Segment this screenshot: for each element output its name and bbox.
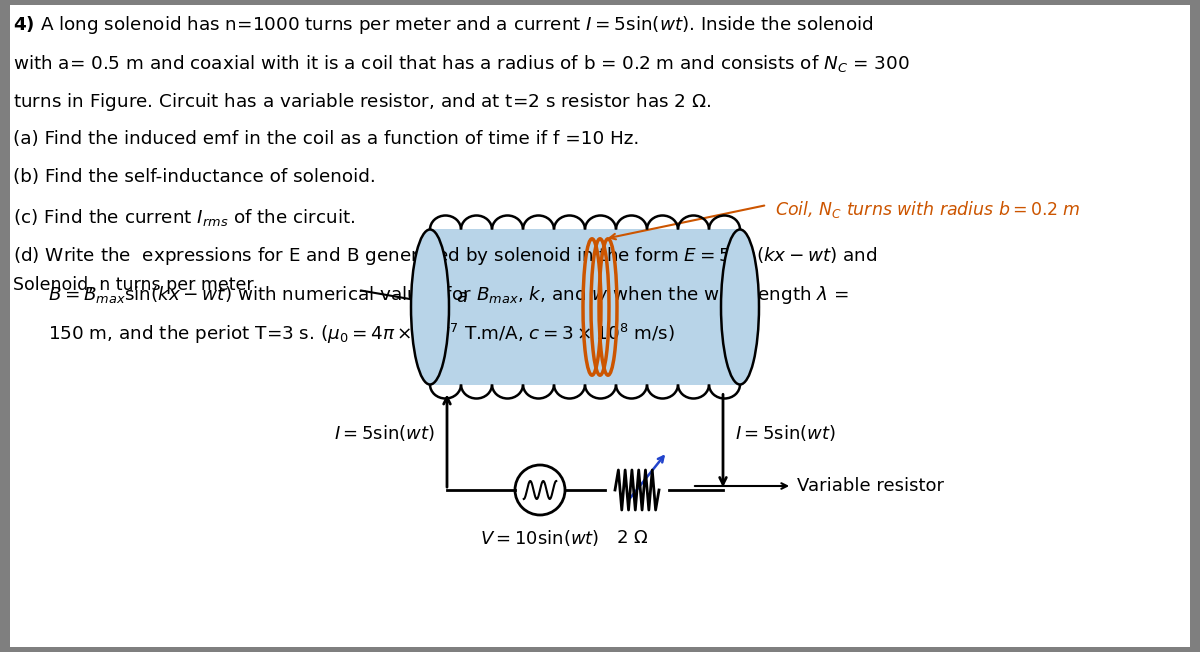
Text: (a) Find the induced emf in the coil as a function of time if f =10 Hz.: (a) Find the induced emf in the coil as … [13,130,640,147]
Ellipse shape [721,230,760,385]
Bar [430,230,740,385]
Text: turns in Figure. Circuit has a variable resistor, and at t=2 s resistor has 2 $\: turns in Figure. Circuit has a variable … [13,91,712,113]
Text: with a= 0.5 m and coaxial with it is a coil that has a radius of b = 0.2 m and c: with a= 0.5 m and coaxial with it is a c… [13,53,910,74]
Text: (c) Find the current $I_{rms}$ of the circuit.: (c) Find the current $I_{rms}$ of the ci… [13,207,355,228]
Text: $a$: $a$ [456,288,468,306]
Text: Variable resistor: Variable resistor [797,477,944,495]
Text: (d) Write the  expressions for E and B generated by solenoid in the form $E = 5\: (d) Write the expressions for E and B ge… [13,245,877,267]
Text: $\mathbf{4)}$ A long solenoid has n=1000 turns per meter and a current $I = 5\si: $\mathbf{4)}$ A long solenoid has n=1000… [13,14,874,36]
Text: $V = 10\sin(wt)$: $V = 10\sin(wt)$ [480,528,600,548]
Text: $B = B_{max}\sin(kx - wt)$ with numerical values for $B_{max}$, $k$, and $w$ whe: $B = B_{max}\sin(kx - wt)$ with numerica… [48,284,850,306]
Text: Solenoid, n turns per meter: Solenoid, n turns per meter [13,276,253,294]
Text: Coil, N$_C$ turns with radius $b = 0.2$ $m$: Coil, N$_C$ turns with radius $b = 0.2$ … [775,200,1080,220]
Text: 2 $\Omega$: 2 $\Omega$ [616,529,648,547]
Text: 150 m, and the periot T=3 s. $(\mu_0 = 4\pi \times 10^{-7}$ T.m/A, $c = 3 \times: 150 m, and the periot T=3 s. $(\mu_0 = 4… [48,322,676,346]
Text: $I = 5\sin(wt)$: $I = 5\sin(wt)$ [734,423,836,443]
Text: $I = 5\sin(wt)$: $I = 5\sin(wt)$ [334,423,436,443]
Ellipse shape [410,230,449,385]
Text: (b) Find the self-inductance of solenoid.: (b) Find the self-inductance of solenoid… [13,168,376,186]
